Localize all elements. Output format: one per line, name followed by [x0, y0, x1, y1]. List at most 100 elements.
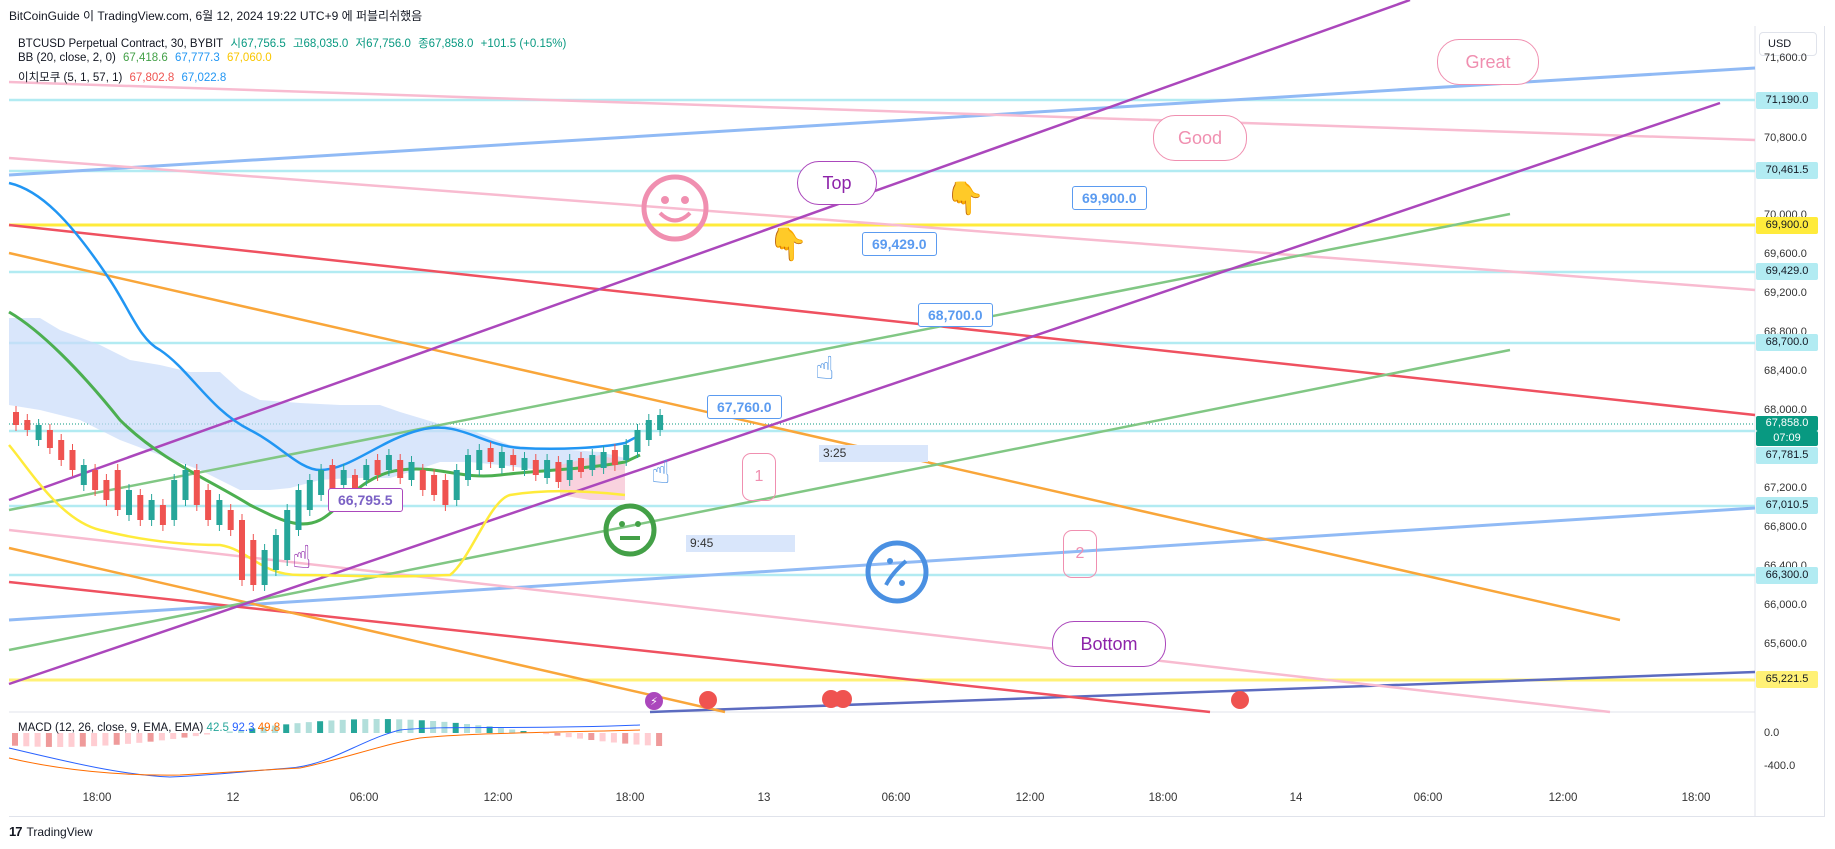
candle-body[interactable] [340, 470, 347, 485]
candle-body[interactable] [171, 480, 178, 520]
bb-lower-band[interactable] [8, 444, 626, 578]
trendline-green-top[interactable] [8, 212, 1511, 512]
candle-body[interactable] [397, 460, 404, 478]
candle-body[interactable] [69, 450, 76, 470]
candle-body[interactable] [126, 490, 132, 515]
marker-1[interactable]: 1 [742, 453, 776, 501]
candle-body[interactable] [555, 462, 562, 482]
candle-body[interactable] [442, 480, 449, 505]
trendline-red-top[interactable] [8, 223, 1756, 417]
candle-body[interactable] [634, 430, 641, 452]
candle-body[interactable] [306, 480, 313, 510]
candle-body[interactable] [329, 465, 336, 490]
bubble-top[interactable]: Top [797, 161, 877, 205]
neutral-face-icon[interactable] [602, 502, 658, 558]
candle-body[interactable] [611, 450, 618, 465]
candle-body[interactable] [58, 440, 65, 460]
candle-body[interactable] [227, 510, 234, 530]
candle-body[interactable] [46, 430, 53, 448]
chart-frame[interactable] [9, 26, 1825, 817]
lightning-event-icon[interactable] [645, 692, 663, 710]
us-event-icon-1[interactable] [699, 691, 717, 709]
candle-body[interactable] [487, 448, 494, 462]
last-price-label[interactable]: 67,858.0 [1756, 416, 1818, 431]
bubble-great[interactable]: Great [1437, 39, 1539, 85]
price-label-67010[interactable]: 67,010.5 [1756, 497, 1818, 514]
candle-body[interactable] [159, 505, 166, 525]
candle-body[interactable] [284, 510, 291, 560]
candle-body[interactable] [137, 495, 144, 520]
candle-body[interactable] [453, 470, 460, 500]
candle-body[interactable] [363, 465, 370, 480]
candle-body[interactable] [476, 450, 483, 470]
bubble-good[interactable]: Good [1153, 115, 1247, 161]
trendline-red-bottom[interactable] [8, 580, 1211, 714]
trendline-navy[interactable] [649, 670, 1756, 714]
price-label-68700[interactable]: 68,700.0 [1756, 334, 1818, 351]
candle-body[interactable] [498, 452, 505, 468]
candle-body[interactable] [589, 455, 596, 470]
time-range-325[interactable]: 3:25 [819, 445, 928, 462]
candle-body[interactable] [385, 455, 392, 470]
candle-body[interactable] [600, 452, 607, 468]
trendline-pink-mid[interactable] [8, 156, 1756, 292]
candle-body[interactable] [578, 458, 584, 472]
price-label-71190[interactable]: 71,190.0 [1756, 92, 1818, 109]
bb-upper-band[interactable] [8, 181, 641, 472]
candle-body[interactable] [250, 540, 257, 585]
candle-body[interactable] [103, 480, 110, 500]
trend-lines[interactable] [8, 0, 1756, 714]
pointing-hand-icon[interactable]: ☝ [651, 454, 671, 490]
trendline-purple-bottom[interactable] [8, 101, 1721, 686]
candle-body[interactable] [148, 500, 155, 520]
candle-body[interactable] [566, 460, 573, 480]
pointing-hand-icon[interactable]: 👇 [768, 226, 808, 262]
candle-body[interactable] [318, 470, 325, 495]
candle-body[interactable] [239, 520, 245, 580]
candle-body[interactable] [408, 462, 415, 480]
confused-face-icon[interactable] [864, 539, 930, 605]
callout-69429[interactable]: 69,429.0 [862, 232, 937, 256]
candle-body[interactable] [510, 455, 517, 465]
price-label-69900[interactable]: 69,900.0 [1756, 217, 1818, 234]
macd-legend[interactable]: MACD (12, 26, close, 9, EMA, EMA) 42.5 9… [18, 722, 280, 734]
candle-body[interactable] [352, 475, 358, 490]
candle-body[interactable] [419, 470, 426, 490]
trendline-pink-top[interactable] [8, 80, 1756, 142]
pointing-hand-icon[interactable]: ☝ [292, 539, 312, 575]
bb-basis[interactable] [8, 310, 641, 526]
candle-body[interactable] [80, 465, 87, 485]
candle-body[interactable] [114, 470, 121, 510]
pointing-hand-icon[interactable]: 👇 [945, 180, 985, 216]
currency-selector[interactable]: USD [1759, 32, 1817, 56]
trendline-orange-top[interactable] [8, 251, 1621, 622]
trendline-purple-top[interactable] [8, 0, 1411, 502]
candle-body[interactable] [295, 490, 302, 530]
bb-legend[interactable]: BB (20, close, 2, 0) 67,418.6 67,777.3 6… [18, 52, 276, 64]
candle-body[interactable] [623, 445, 630, 460]
bubble-bottom[interactable]: Bottom [1052, 621, 1166, 667]
candle-body[interactable] [35, 425, 42, 440]
time-range-945[interactable]: 9:45 [686, 535, 795, 552]
price-label-70461[interactable]: 70,461.5 [1756, 162, 1818, 179]
trendline-blue-top[interactable] [8, 66, 1756, 177]
price-label-67781[interactable]: 67,781.5 [1756, 447, 1818, 464]
candle-body[interactable] [24, 420, 31, 430]
callout-66795[interactable]: 66,795.5 [328, 488, 403, 512]
candle-body[interactable] [645, 420, 652, 440]
trendline-orange-bottom[interactable] [8, 546, 726, 714]
candle-body[interactable] [92, 470, 99, 490]
candle-body[interactable] [532, 460, 539, 475]
candle-body[interactable] [374, 460, 381, 475]
candle-body[interactable] [193, 470, 200, 505]
candle-body[interactable] [182, 470, 189, 500]
footer-brand[interactable]: TradingView [26, 824, 93, 839]
tradingview-logo-icon[interactable]: 17 [9, 824, 23, 839]
us-event-icon-4[interactable] [1231, 691, 1249, 709]
callout-68700[interactable]: 68,700.0 [918, 303, 993, 327]
smile-face-icon[interactable] [640, 173, 710, 243]
us-event-icon-3[interactable] [834, 690, 852, 708]
candle-body[interactable] [261, 550, 268, 585]
event-icons[interactable]: ⚡ [645, 690, 1249, 710]
